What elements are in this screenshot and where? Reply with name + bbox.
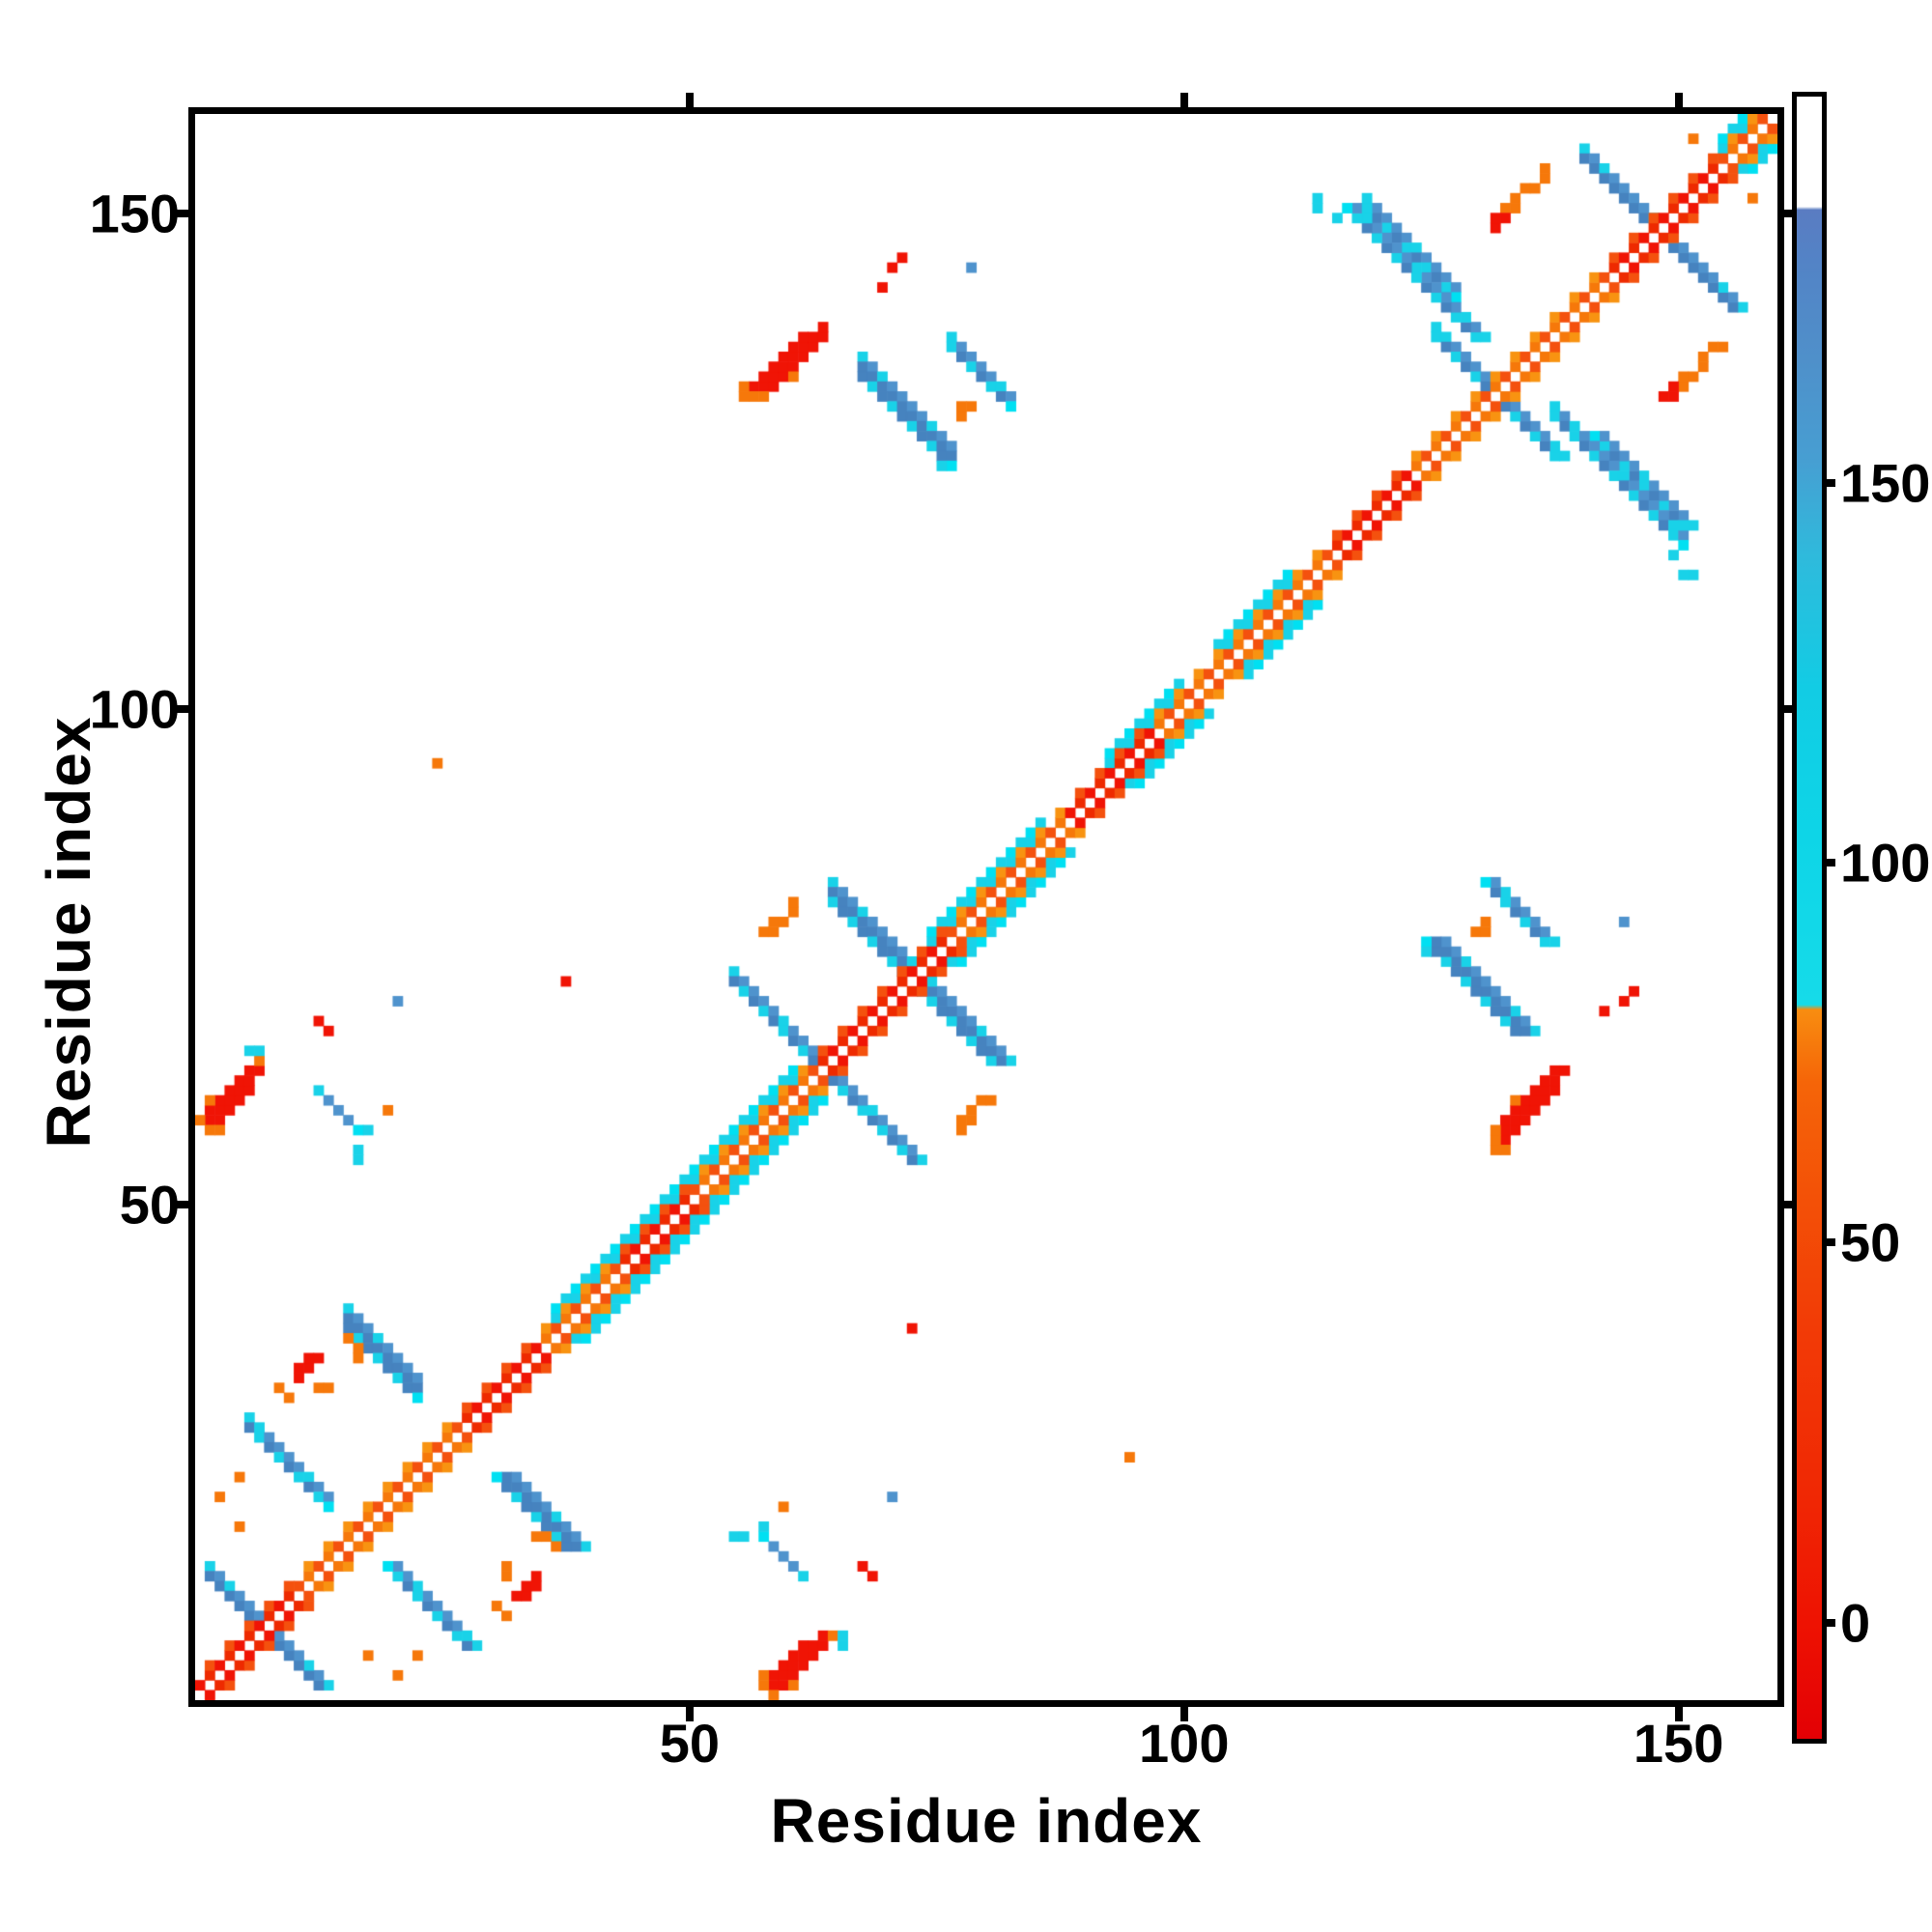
y-tick-mark	[174, 1200, 188, 1208]
colorbar-tick-label: 50	[1840, 1211, 1901, 1273]
y-tick-mark-right	[1784, 704, 1799, 713]
y-tick-label: 50	[119, 1174, 180, 1236]
x-tick-mark-top	[685, 93, 694, 107]
colorbar-tick-mark	[1822, 858, 1835, 867]
colorbar	[1792, 92, 1827, 1744]
y-tick-mark-right	[1784, 1200, 1799, 1208]
plot-frame	[188, 107, 1784, 1707]
x-tick-mark	[1179, 1707, 1188, 1721]
x-tick-mark-top	[1179, 93, 1188, 107]
y-tick-mark	[174, 704, 188, 713]
colorbar-tick-label: 150	[1840, 452, 1931, 514]
colorbar-gradient	[1797, 97, 1822, 1739]
y-tick-label: 150	[89, 183, 180, 244]
x-tick-label: 50	[659, 1713, 721, 1774]
x-axis-label: Residue index	[770, 1786, 1203, 1856]
x-tick-mark-top	[1674, 93, 1683, 107]
y-axis-label: Residue index	[34, 716, 103, 1149]
colorbar-tick-mark	[1822, 1238, 1835, 1247]
y-tick-mark-right	[1784, 209, 1799, 217]
colorbar-tick-label: 0	[1840, 1592, 1871, 1654]
x-tick-mark	[1674, 1707, 1683, 1721]
x-tick-label: 150	[1633, 1713, 1724, 1774]
x-tick-mark	[685, 1707, 694, 1721]
colorbar-tick-mark	[1822, 1618, 1835, 1627]
y-tick-mark	[174, 209, 188, 217]
y-tick-label: 100	[89, 678, 180, 740]
colorbar-tick-label: 100	[1840, 832, 1931, 894]
x-tick-label: 100	[1139, 1713, 1230, 1774]
contact-map-canvas	[195, 114, 1777, 1700]
colorbar-tick-mark	[1822, 478, 1835, 487]
